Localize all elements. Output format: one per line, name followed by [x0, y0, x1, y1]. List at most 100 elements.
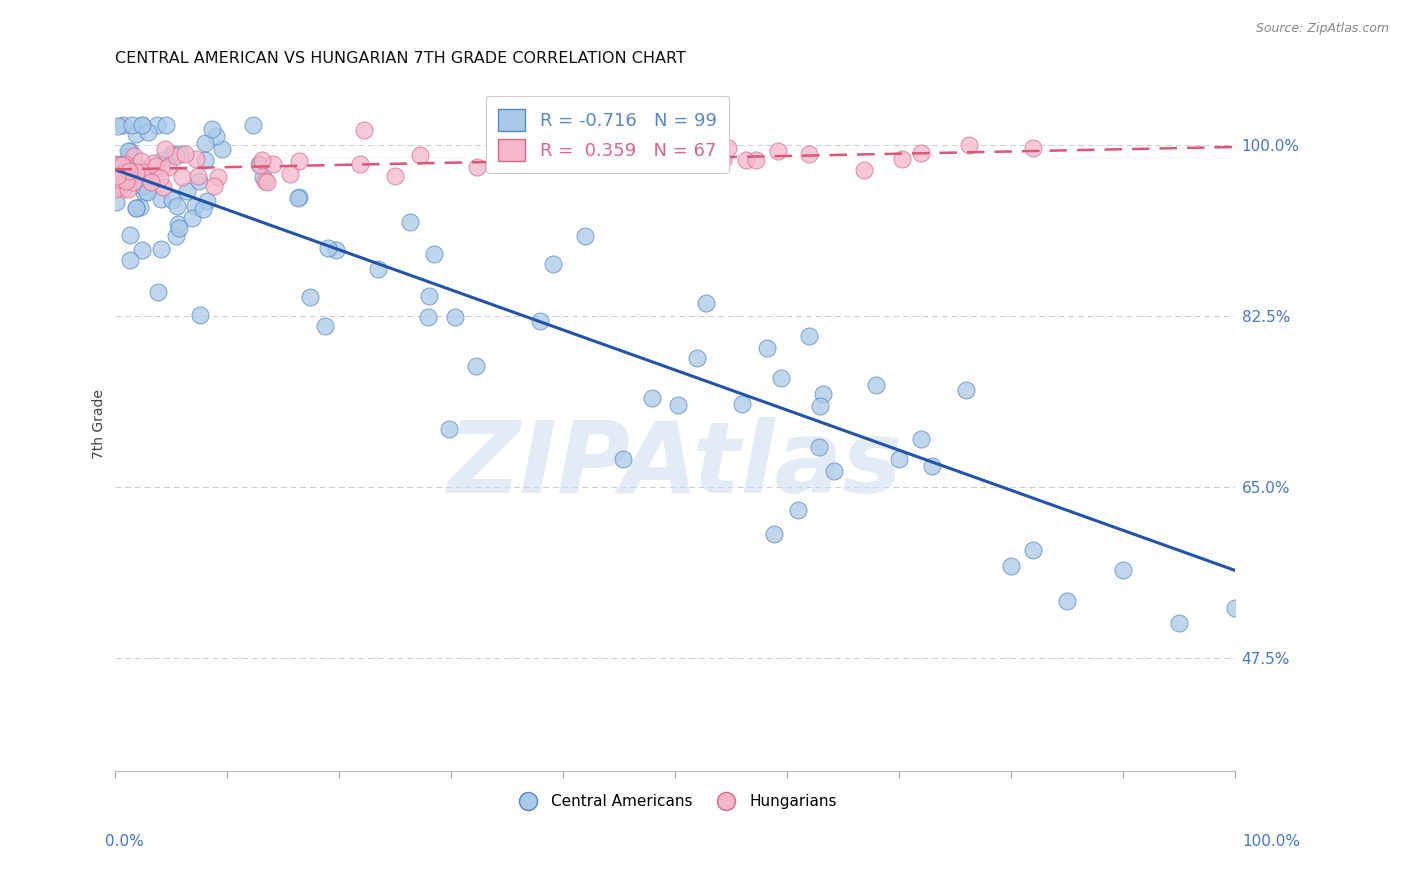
- Point: [252, 169, 274, 184]
- Point: [176, 185, 198, 199]
- Point: [150, 153, 173, 167]
- Point: [250, 153, 273, 168]
- Point: [314, 319, 336, 334]
- Point: [486, 157, 509, 171]
- Point: [865, 378, 887, 392]
- Point: [115, 161, 138, 175]
- Point: [543, 257, 565, 271]
- Point: [316, 241, 339, 255]
- Point: [823, 464, 845, 478]
- Point: [955, 383, 977, 397]
- Text: 100.0%: 100.0%: [1243, 834, 1301, 848]
- Point: [149, 170, 172, 185]
- Point: [131, 244, 153, 258]
- Point: [249, 158, 271, 172]
- Point: [118, 166, 141, 180]
- Point: [167, 221, 190, 235]
- Point: [288, 153, 311, 168]
- Point: [146, 285, 169, 299]
- Point: [129, 153, 152, 168]
- Point: [921, 459, 943, 474]
- Point: [121, 119, 143, 133]
- Point: [797, 329, 820, 343]
- Point: [105, 164, 128, 178]
- Point: [910, 432, 932, 446]
- Point: [105, 166, 128, 180]
- Point: [247, 157, 270, 171]
- Point: [686, 157, 709, 171]
- Point: [152, 179, 174, 194]
- Point: [131, 119, 153, 133]
- Point: [146, 119, 169, 133]
- Point: [465, 359, 488, 373]
- Point: [150, 193, 173, 207]
- Point: [418, 310, 440, 325]
- Point: [242, 119, 264, 133]
- Point: [409, 148, 432, 162]
- Point: [180, 211, 202, 225]
- Point: [194, 136, 217, 150]
- Text: ZIPAtlas: ZIPAtlas: [447, 417, 903, 514]
- Point: [166, 217, 188, 231]
- Point: [173, 147, 195, 161]
- Point: [107, 158, 129, 172]
- Point: [132, 165, 155, 179]
- Point: [142, 155, 165, 169]
- Point: [194, 153, 217, 168]
- Point: [207, 169, 229, 184]
- Point: [188, 308, 211, 322]
- Point: [193, 202, 215, 217]
- Point: [423, 246, 446, 260]
- Point: [495, 155, 517, 169]
- Point: [910, 146, 932, 161]
- Point: [298, 290, 321, 304]
- Point: [256, 175, 278, 189]
- Point: [131, 119, 153, 133]
- Point: [111, 161, 134, 176]
- Point: [107, 119, 129, 133]
- Point: [325, 243, 347, 257]
- Point: [195, 194, 218, 208]
- Point: [105, 157, 128, 171]
- Point: [111, 158, 134, 172]
- Point: [118, 144, 141, 158]
- Point: [797, 146, 820, 161]
- Point: [132, 185, 155, 199]
- Point: [139, 175, 162, 189]
- Point: [574, 155, 596, 169]
- Point: [153, 142, 176, 156]
- Point: [735, 153, 758, 167]
- Point: [169, 147, 191, 161]
- Point: [641, 392, 664, 406]
- Point: [132, 179, 155, 194]
- Point: [205, 129, 228, 144]
- Point: [187, 174, 209, 188]
- Point: [399, 214, 422, 228]
- Text: 0.0%: 0.0%: [105, 834, 145, 848]
- Point: [769, 371, 792, 385]
- Point: [1056, 594, 1078, 608]
- Point: [384, 169, 406, 183]
- Point: [1111, 563, 1133, 577]
- Point: [115, 174, 138, 188]
- Point: [118, 150, 141, 164]
- Point: [686, 351, 709, 365]
- Point: [287, 190, 309, 204]
- Point: [666, 399, 689, 413]
- Point: [807, 440, 830, 454]
- Point: [1167, 615, 1189, 630]
- Point: [149, 161, 172, 176]
- Point: [262, 156, 284, 170]
- Point: [117, 182, 139, 196]
- Point: [160, 147, 183, 161]
- Point: [808, 400, 831, 414]
- Point: [418, 288, 440, 302]
- Point: [852, 162, 875, 177]
- Point: [717, 141, 740, 155]
- Point: [112, 164, 135, 178]
- Point: [1223, 600, 1246, 615]
- Point: [201, 122, 224, 136]
- Point: [444, 310, 467, 324]
- Point: [118, 252, 141, 267]
- Point: [122, 175, 145, 189]
